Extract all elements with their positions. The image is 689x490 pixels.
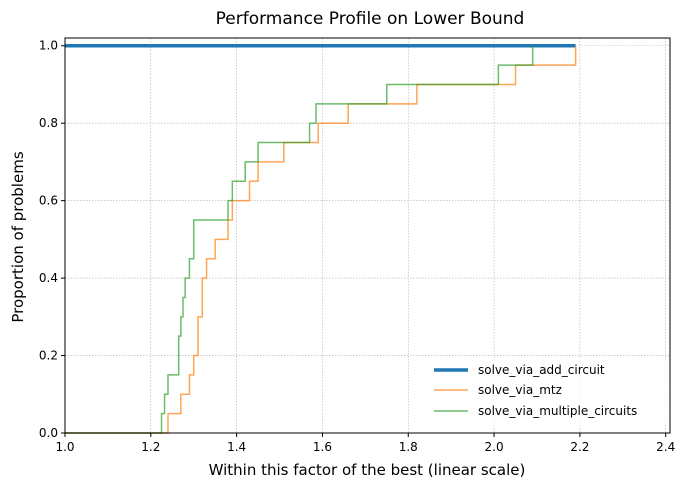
plot-frame bbox=[64, 37, 671, 434]
axis-ticks: 1.0 1.2 1.4 1.6 1.8 2.0 2.2 2.4 0.0 0.2 0.4 0.6 0.8 1… bbox=[39, 39, 675, 454]
legend-label-mtz: solve_via_mtz bbox=[478, 383, 562, 397]
legend: solve_via_add_circuit solve_via_mtz solv… bbox=[426, 358, 666, 426]
x-tick-label: 1.0 bbox=[55, 440, 74, 454]
y-tick-label: 0.2 bbox=[39, 349, 58, 363]
x-tick-label: 1.2 bbox=[141, 440, 160, 454]
x-tick-label: 1.4 bbox=[227, 440, 246, 454]
y-tick-label: 0.8 bbox=[39, 116, 58, 130]
legend-frame bbox=[426, 358, 666, 426]
series-line-multiple-circuits bbox=[65, 45, 534, 434]
legend-label-add-circuit: solve_via_add_circuit bbox=[478, 363, 605, 377]
x-tick-label: 1.6 bbox=[313, 440, 332, 454]
y-tick-label: 0.6 bbox=[39, 194, 58, 208]
y-axis-label: Proportion of problems bbox=[9, 151, 27, 322]
legend-label-multiple-circuits: solve_via_multiple_circuits bbox=[478, 404, 637, 418]
y-tick-label: 1.0 bbox=[39, 39, 58, 53]
series-layer bbox=[65, 43, 577, 434]
chart-title: Performance Profile on Lower Bound bbox=[216, 9, 525, 29]
x-tick-label: 1.8 bbox=[399, 440, 418, 454]
x-tick-label: 2.4 bbox=[656, 440, 675, 454]
x-tick-label: 2.2 bbox=[570, 440, 589, 454]
y-tick-label: 0.4 bbox=[39, 271, 58, 285]
x-axis-label: Within this factor of the best (linear s… bbox=[209, 461, 526, 479]
y-tick-label: 0.0 bbox=[39, 426, 58, 440]
x-tick-label: 2.0 bbox=[485, 440, 504, 454]
